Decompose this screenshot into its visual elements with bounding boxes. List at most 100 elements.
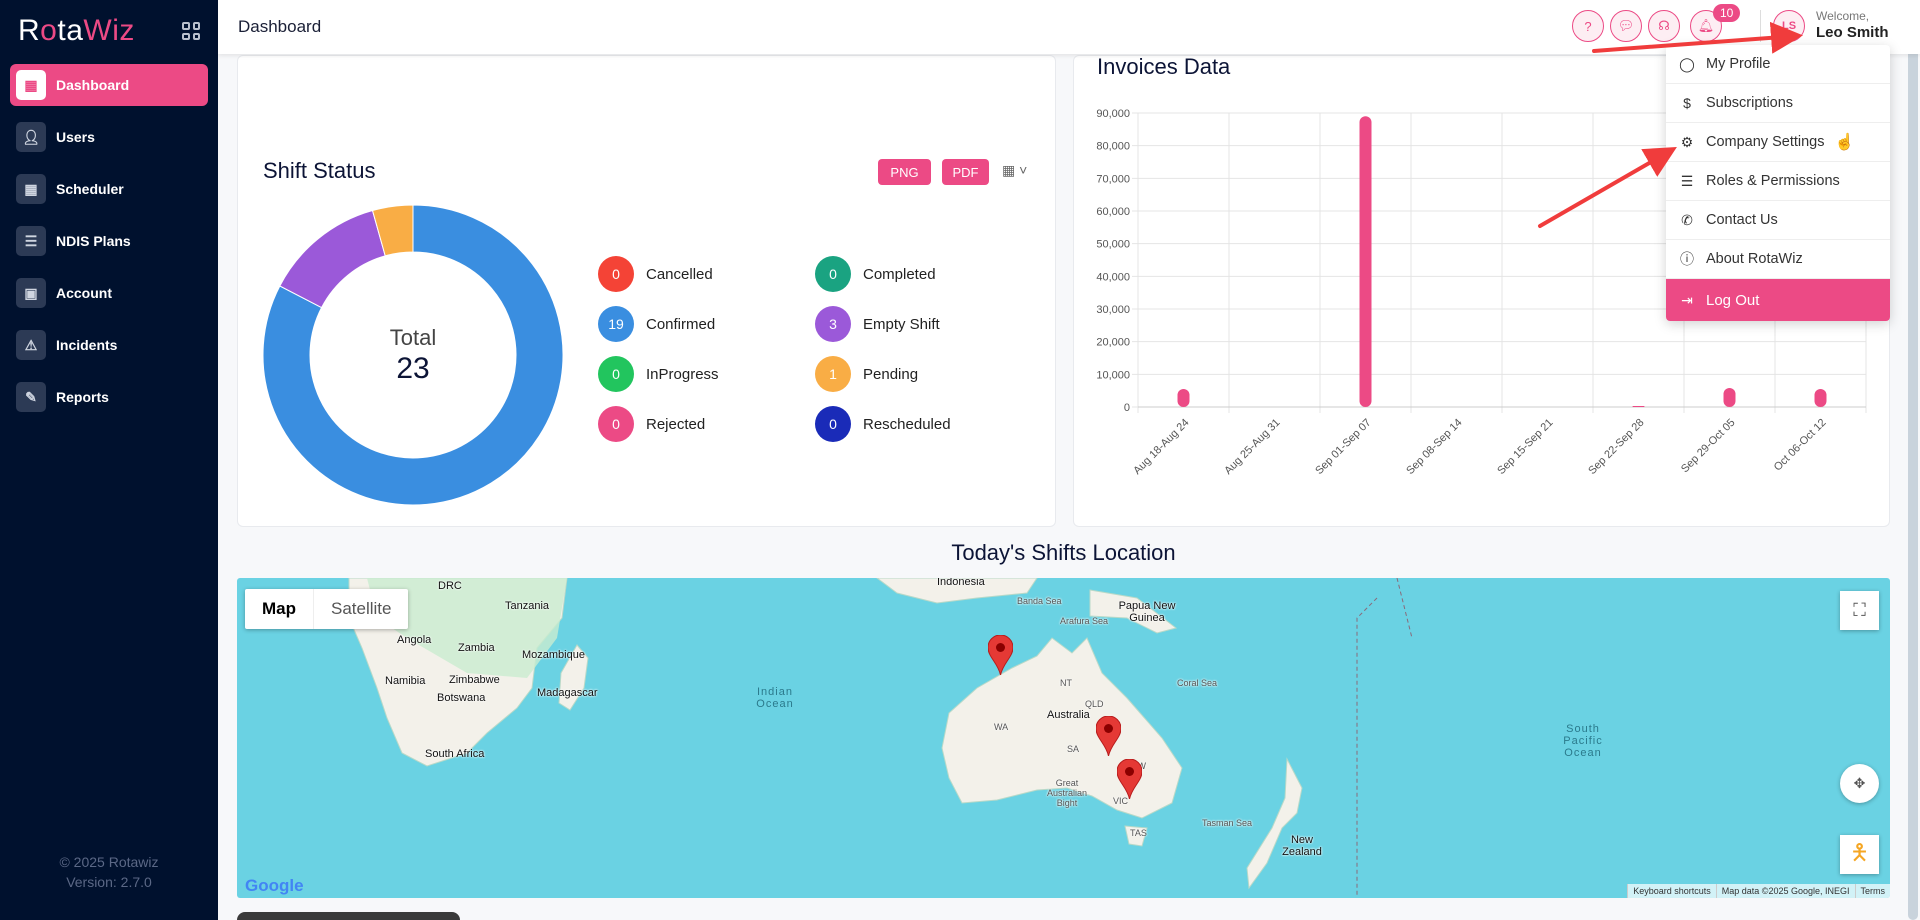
help-icon[interactable]: ? [1572,10,1604,42]
map-pin-icon[interactable] [988,635,1013,675]
invoice-bar[interactable] [1723,388,1736,407]
phone-mail-icon: ✆ [1681,211,1693,228]
png-export-button[interactable]: PNG [878,159,931,185]
menu-item-contact-us[interactable]: ✆ Contact Us [1666,201,1890,240]
legend-label: Completed [863,265,936,283]
page-scrollbar[interactable] [1908,37,1918,920]
shifts-map[interactable]: Map Satellite DRC Tanzania Angola Zambia Moza… [237,578,1890,898]
legend-label: Rejected [646,415,706,433]
sidebar-footer: © 2025 Rotawiz Version: 2.7.0 [59,854,159,890]
apps-grid-icon[interactable] [182,22,200,40]
pdf-export-button[interactable]: PDF [942,159,989,185]
map-type-control: Map Satellite [245,589,409,629]
map-pin-icon[interactable] [1117,759,1142,799]
legend-count: 0 [598,406,634,442]
page-title: Dashboard [238,17,322,36]
x-tick-label: Sep 01-Sep 07 [1313,417,1373,477]
map-land [348,578,1413,896]
y-tick-label: 80,000 [1096,141,1130,153]
menu-item-my-profile[interactable]: ◯ My Profile [1666,45,1890,84]
legend-item-confirmed[interactable]: 19 Confirmed [598,306,715,342]
map-type-map-button[interactable]: Map [245,589,314,629]
terms-link[interactable]: Terms [1854,884,1891,898]
map-attribution: Keyboard shortcuts Map data ©2025 Google,… [1627,884,1890,898]
legend-label: Rescheduled [863,415,951,433]
map-label-zambia: Zambia [458,642,495,654]
hand-cursor-icon: ☝ [1834,134,1855,151]
map-label-banda-sea: Banda Sea [1017,596,1062,606]
x-tick-label: Aug 25-Aug 31 [1222,417,1282,477]
legend-label: InProgress [646,365,719,383]
avatar[interactable]: LS [1773,10,1805,42]
sidebar-item-users[interactable]: 👤︎ Users [10,116,208,158]
map-label-zimbabwe: Zimbabwe [449,674,500,686]
legend-label: Confirmed [646,315,716,333]
legend-item-pending[interactable]: 1 Pending [815,356,918,392]
legend-item-completed[interactable]: 0 Completed [815,256,936,292]
legend-count: 0 [815,256,851,292]
logo[interactable]: RotaWiz [18,14,135,47]
map-label-spo: South Pacific Ocean [1563,723,1603,759]
sidebar-item-reports[interactable]: ✎ Reports [10,376,208,418]
map-label-south-africa: South Africa [425,748,485,760]
legend-item-inprogress[interactable]: 0 InProgress [598,356,719,392]
info-icon: ⓘ [1680,251,1694,267]
sidebar-item-dashboard[interactable]: ▦ Dashboard [10,64,208,106]
donut-slice-pending[interactable] [371,205,414,257]
y-tick-label: 30,000 [1096,304,1130,316]
menu-item-about[interactable]: ⓘ About RotaWiz [1666,240,1890,279]
legend-item-rejected[interactable]: 0 Rejected [598,406,705,442]
menu-item-company-settings[interactable]: ⚙ Company Settings ☝ [1666,123,1890,162]
legend-item-rescheduled[interactable]: 0 Rescheduled [815,406,951,442]
y-tick-label: 60,000 [1096,206,1130,218]
invoice-bar[interactable] [1177,389,1190,407]
support-headset-icon[interactable]: ☊ [1648,10,1680,42]
bottom-toast-edge [237,912,460,920]
y-tick-label: 40,000 [1096,271,1130,283]
user-name[interactable]: Leo Smith [1816,24,1889,41]
menu-item-subscriptions[interactable]: $ Subscriptions [1666,84,1890,123]
pegman-icon[interactable]: 🯅 [1840,835,1879,874]
invoice-bar[interactable] [1632,406,1645,407]
map-type-satellite-button[interactable]: Satellite [331,599,392,618]
notification-badge: 10 [1713,4,1741,22]
invoice-bar[interactable] [1359,116,1372,407]
x-tick-label: Sep 15-Sep 21 [1495,417,1555,477]
map-label-indonesia: Indonesia [937,578,985,588]
legend-count: 0 [815,406,851,442]
legend-item-empty-shift[interactable]: 3 Empty Shift [815,306,940,342]
new-zealand-landmass [1246,757,1303,890]
sidebar-nav: ▦ Dashboard 👤︎ Users ▦ Scheduler ☰ NDIS Plan… [10,64,208,428]
sidebar-item-account[interactable]: ▣ Account [10,272,208,314]
user-icon: 👤︎ [16,122,46,152]
keyboard-shortcuts-link[interactable]: Keyboard shortcuts [1627,884,1716,898]
welcome-text: Welcome, [1816,9,1870,23]
camera-control-icon[interactable]: ✥ [1840,764,1879,803]
invoice-bar[interactable] [1814,389,1827,407]
fullscreen-icon[interactable]: ⛶ [1840,591,1879,630]
map-pin-icon[interactable] [1096,716,1121,756]
menu-item-roles-permissions[interactable]: ☰ Roles & Permissions [1666,162,1890,201]
map-label-nt: NT [1060,678,1072,688]
tasmania-landmass [1124,825,1148,847]
sidebar-item-incidents[interactable]: ⚠ Incidents [10,324,208,366]
chat-icon[interactable]: 💬︎ [1610,10,1642,42]
map-label-tas: TAS [1130,828,1147,838]
donut-slice-empty-shift[interactable] [279,209,386,309]
map-label-tasman: Tasman Sea [1202,818,1253,828]
calendar-icon: ▦ [16,174,46,204]
map-label-namibia: Namibia [385,675,426,687]
sidebar-item-ndis-plans[interactable]: ☰ NDIS Plans [10,220,208,262]
logout-button[interactable]: ⇥ Log Out [1666,279,1890,321]
donut-slice-confirmed[interactable] [263,205,563,505]
legend-item-cancelled[interactable]: 0 Cancelled [598,256,713,292]
x-tick-label: Sep 22-Sep 28 [1586,417,1646,477]
user-menu-dropdown: ◯ My Profile $ Subscriptions ⚙ Company Sett… [1666,45,1890,321]
donut-total-value: 23 [396,352,430,385]
sidebar-item-scheduler[interactable]: ▦ Scheduler [10,168,208,210]
shift-status-donut [263,205,563,505]
user-circle-icon: ◯ [1679,55,1695,72]
legend-label: Cancelled [646,265,713,283]
y-tick-label: 10,000 [1096,369,1130,381]
calendar-dropdown-icon[interactable]: ▦ ˅ [1002,162,1028,178]
